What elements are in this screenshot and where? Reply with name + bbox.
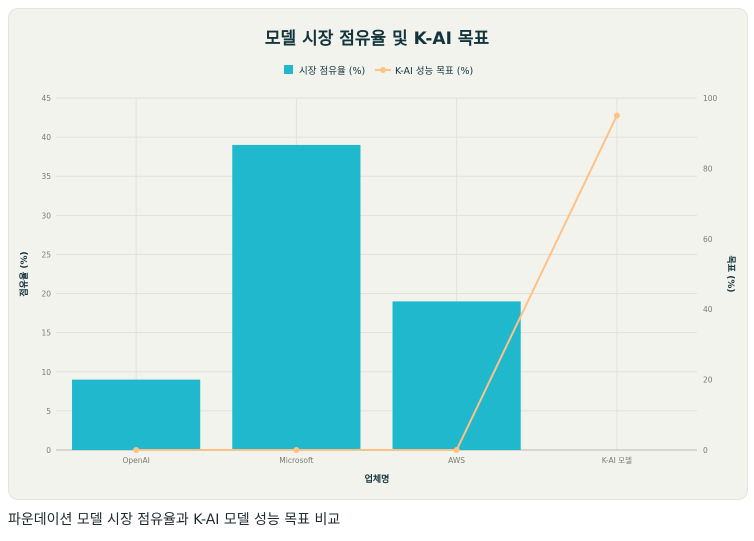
bar-aws (392, 301, 521, 450)
target-point (613, 112, 620, 119)
y2-tick-label: 0 (703, 446, 708, 455)
y-tick-label: 10 (41, 368, 51, 377)
x-tick-label: K-AI 모델 (602, 456, 632, 465)
y-axis-label: 점유율 (%) (18, 251, 30, 296)
legend-bar-swatch (284, 65, 293, 74)
target-point (293, 447, 300, 453)
y-tick-label: 5 (46, 407, 51, 416)
figure-caption: 파운데이션 모델 시장 점유율과 K-AI 모델 성능 목표 비교 (8, 512, 341, 528)
y2-tick-label: 20 (703, 376, 713, 385)
y-tick-label: 25 (41, 250, 51, 259)
y-tick-label: 0 (46, 446, 51, 455)
y-tick-label: 40 (41, 133, 51, 142)
bar-microsoft (232, 144, 361, 450)
x-axis-label: 업체명 (365, 473, 390, 485)
y-tick-label: 45 (41, 94, 51, 103)
legend-label-kai-target: K-AI 성능 목표 (%) (395, 66, 473, 77)
y2-tick-label: 100 (703, 94, 718, 103)
x-tick-label: OpenAI (122, 456, 149, 465)
y2-tick-label: 40 (703, 305, 713, 314)
y2-axis-label: 목표 (%) (725, 256, 736, 293)
y-tick-label: 30 (41, 211, 51, 220)
line-series (133, 112, 620, 453)
target-line (136, 115, 618, 451)
bar-openai (72, 379, 201, 450)
bars (72, 144, 521, 450)
x-tick-label: AWS (448, 456, 465, 465)
chart-title: 모델 시장 점유율 및 K-AI 목표 (265, 28, 490, 49)
y-tick-label: 35 (41, 172, 51, 181)
y2-tick-label: 80 (703, 164, 713, 173)
legend-line-marker (380, 67, 386, 73)
x-tick-label: Microsoft (279, 456, 313, 465)
legend-label-market-share: 시장 점유율 (%) (299, 65, 365, 77)
x-axis-ticks: OpenAI Microsoft AWS K-AI 모델 (122, 456, 632, 465)
chart: 모델 시장 점유율 및 K-AI 목표 시장 점유율 (%) K-AI 성능 목… (18, 28, 736, 485)
y-tick-label: 15 (41, 329, 51, 338)
target-point (453, 447, 460, 453)
y-tick-label: 20 (41, 290, 51, 299)
y2-tick-label: 60 (703, 235, 713, 244)
y-axis-ticks: 0 5 10 15 20 25 30 35 40 45 (41, 94, 51, 455)
legend: 시장 점유율 (%) K-AI 성능 목표 (%) (284, 65, 473, 77)
target-point (133, 447, 140, 453)
y2-axis-ticks: 0 20 40 60 80 100 (703, 94, 718, 455)
